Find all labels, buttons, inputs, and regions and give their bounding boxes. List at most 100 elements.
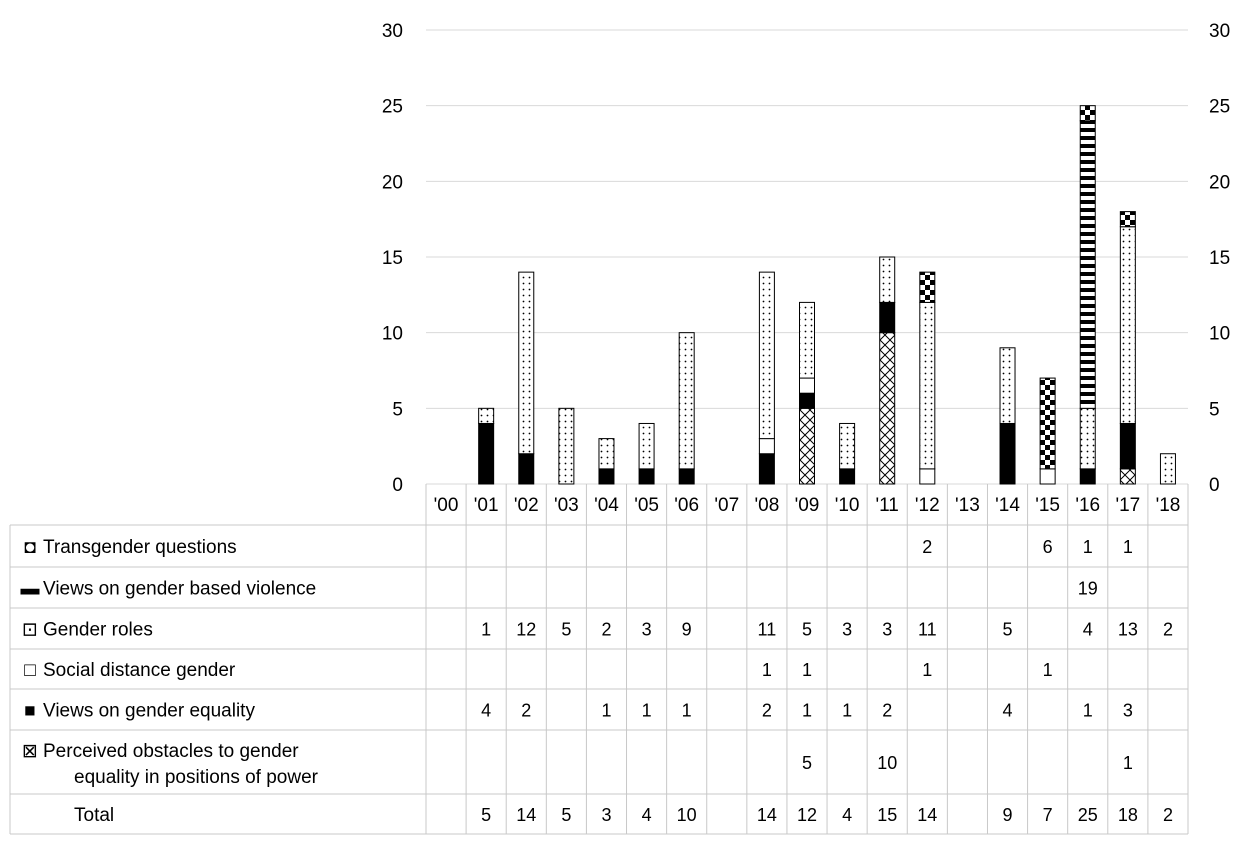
table-cell: 4 xyxy=(481,701,491,721)
table-cell: 5 xyxy=(561,620,571,640)
bar-segment-checkerboard xyxy=(1079,105,1096,122)
bar-segment-crosshatch xyxy=(799,407,815,485)
table-cell: 3 xyxy=(642,620,652,640)
bar-segment-solid-black xyxy=(1079,468,1096,485)
y-tick-label-left: 30 xyxy=(382,21,403,42)
table-cell: 1 xyxy=(802,660,812,680)
y-tick-label-right: 0 xyxy=(1209,475,1220,496)
x-tick-label: '07 xyxy=(714,495,739,516)
table-cell: 1 xyxy=(1083,701,1093,721)
table-cell: 1 xyxy=(481,620,491,640)
table-total-cell: 4 xyxy=(842,805,852,825)
bar-segment-dotted xyxy=(799,301,815,379)
table-row-label: Perceived obstacles to gender xyxy=(43,741,299,762)
legend-symbol: ▬ xyxy=(21,579,40,600)
x-tick-label: '00 xyxy=(434,495,459,516)
y-axis-right: 0 5 10 15 20 25 30 xyxy=(1209,21,1230,496)
bars xyxy=(478,105,1176,485)
legend-symbol: ⊠ xyxy=(22,741,38,762)
data-table: '00 '01 '02 '03 '04 '05 '06 '07 '08 '09 '10 '11 '12 '… xyxy=(9,484,1189,835)
y-tick-label-right: 5 xyxy=(1209,399,1220,420)
table-cell: 11 xyxy=(758,620,777,640)
y-tick-label-left: 0 xyxy=(392,475,403,496)
x-tick-label: '10 xyxy=(835,495,860,516)
legend-symbol: ◘ xyxy=(24,537,36,558)
table-cell: 10 xyxy=(877,753,897,773)
x-tick-label: '06 xyxy=(674,495,699,516)
table-total-cell: 14 xyxy=(757,805,777,825)
table-cell: 1 xyxy=(1123,537,1133,557)
bar-segment-solid-black xyxy=(678,468,695,485)
y-tick-label-right: 25 xyxy=(1209,97,1230,118)
bar-segment-solid-black xyxy=(758,453,775,485)
x-tick-label: '13 xyxy=(955,495,980,516)
bar-segment-solid-black xyxy=(518,453,535,485)
bar-segment-dotted xyxy=(1159,453,1176,485)
bar-segment-crosshatch xyxy=(879,332,896,485)
table-cell: 3 xyxy=(1123,701,1133,721)
bar-segment-dotted xyxy=(879,256,896,303)
bar-segment-white xyxy=(799,377,815,394)
table-cell: 3 xyxy=(842,620,852,640)
x-tick-label: '15 xyxy=(1035,495,1060,516)
table-row-label: Social distance gender xyxy=(43,660,236,681)
legend-symbol: ■ xyxy=(24,701,35,722)
bar-segment-dotted xyxy=(1079,407,1096,470)
table-cell: 1 xyxy=(802,701,812,721)
table-row-label: equality in positions of power xyxy=(74,767,319,788)
table-total-cell: 15 xyxy=(877,805,897,825)
table-cell: 3 xyxy=(882,620,892,640)
table-cell: 1 xyxy=(642,701,652,721)
table-cell: 5 xyxy=(802,753,812,773)
table-total-cell: 4 xyxy=(642,805,652,825)
table-cell: 1 xyxy=(601,701,611,721)
table-cell: 11 xyxy=(918,620,937,640)
table-cell: 1 xyxy=(1083,537,1093,557)
y-tick-label-left: 15 xyxy=(382,248,403,269)
x-tick-label: '09 xyxy=(795,495,820,516)
bar-segment-dotted xyxy=(638,422,655,470)
bar-segment-dotted xyxy=(758,271,775,440)
bar-segment-solid-black xyxy=(478,422,495,485)
bar-segment-crosshatch xyxy=(1119,468,1136,485)
bar-segment-solid-black xyxy=(598,468,615,485)
x-tick-label: '02 xyxy=(514,495,539,516)
table-total-cell: 2 xyxy=(1163,805,1173,825)
table-cell: 4 xyxy=(1003,701,1013,721)
x-tick-label: '14 xyxy=(995,495,1020,516)
bar-segment-white xyxy=(919,468,936,485)
bar-segment-solid-black xyxy=(1119,422,1136,470)
table-cell: 2 xyxy=(521,701,531,721)
table-cell: 2 xyxy=(922,537,932,557)
bar-segment-white xyxy=(1039,468,1056,485)
x-tick-label: '16 xyxy=(1075,495,1100,516)
x-tick-label: '18 xyxy=(1156,495,1181,516)
bar-segment-dotted xyxy=(478,407,495,424)
x-tick-label: '12 xyxy=(915,495,940,516)
y-tick-label-right: 20 xyxy=(1209,172,1230,193)
x-tick-label: '05 xyxy=(634,495,659,516)
x-tick-label: '01 xyxy=(474,495,499,516)
table-row-label-total: Total xyxy=(74,805,114,826)
x-tick-label: '11 xyxy=(876,495,899,516)
table-cell: 2 xyxy=(882,701,892,721)
y-tick-label-left: 20 xyxy=(382,172,403,193)
table-total-cell: 14 xyxy=(516,805,536,825)
table-cell: 5 xyxy=(1003,620,1013,640)
table-total-cell: 5 xyxy=(481,805,491,825)
table-cell: 6 xyxy=(1043,537,1053,557)
table-total-cell: 7 xyxy=(1043,805,1053,825)
bar-segment-dotted xyxy=(558,407,575,485)
table-cell: 1 xyxy=(1123,753,1133,773)
x-tick-label: '04 xyxy=(594,495,619,516)
bar-segment-white xyxy=(758,438,775,455)
table-cell: 2 xyxy=(1163,620,1173,640)
bar-segment-dotted xyxy=(999,347,1016,424)
x-tick-label: '03 xyxy=(554,495,579,516)
table-row-label: Gender roles xyxy=(43,620,153,641)
y-tick-label-left: 25 xyxy=(382,97,403,118)
table-cell: 2 xyxy=(601,620,611,640)
y-axis-left: 0 5 10 15 20 25 30 xyxy=(382,21,403,496)
y-tick-label-right: 10 xyxy=(1209,324,1230,345)
table-total-cell: 10 xyxy=(677,805,697,825)
